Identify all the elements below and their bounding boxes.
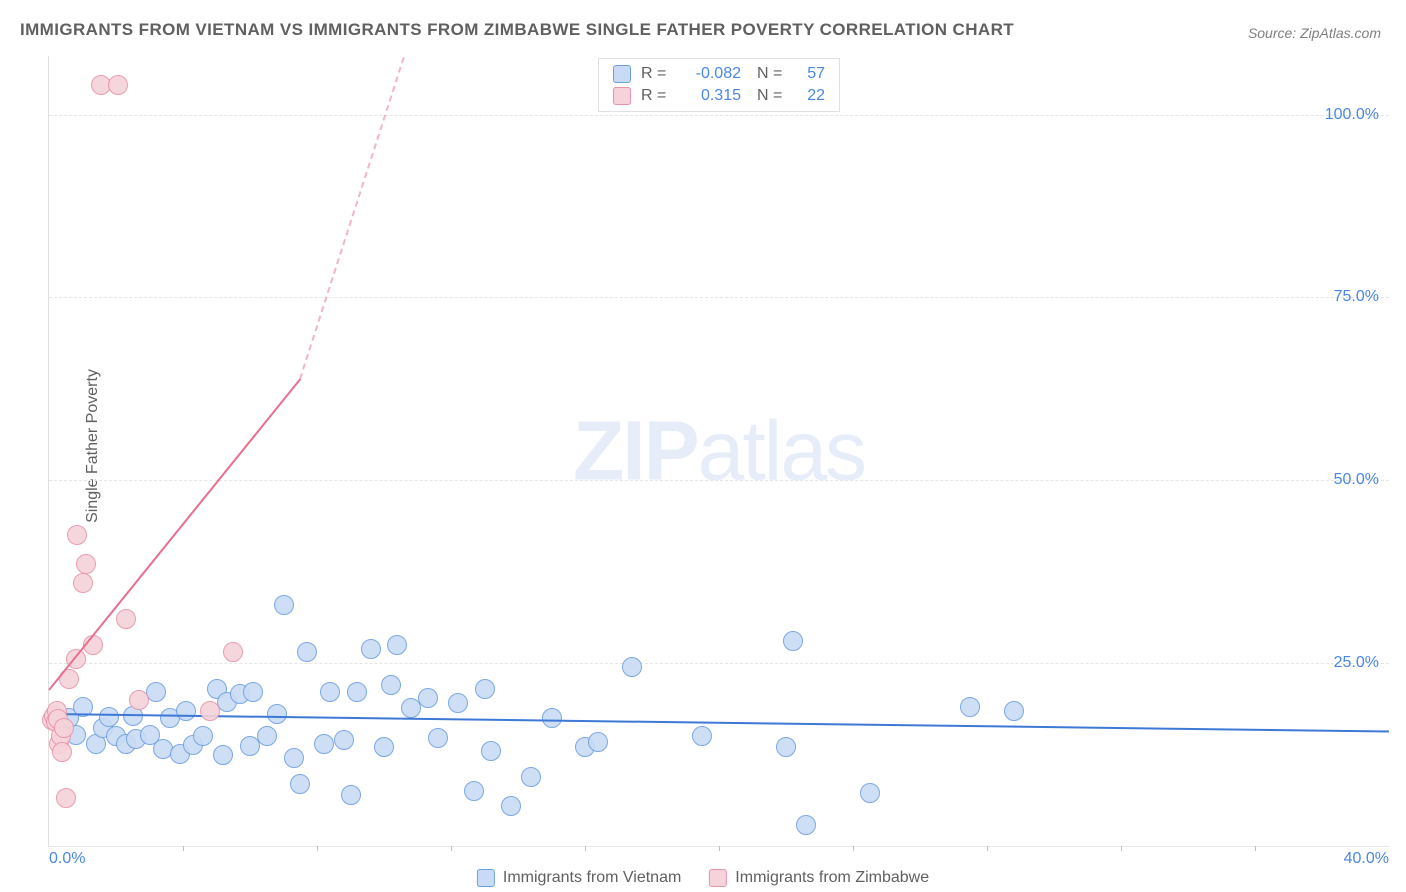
swatch-vietnam-icon [477, 869, 495, 887]
data-point [428, 728, 448, 748]
data-point [257, 726, 277, 746]
swatch-zimbabwe-icon [613, 87, 631, 105]
data-point [274, 595, 294, 615]
data-point [692, 726, 712, 746]
data-point [475, 679, 495, 699]
data-point [176, 701, 196, 721]
data-point [290, 774, 310, 794]
legend-label: Immigrants from Vietnam [503, 869, 681, 887]
x-tick [451, 846, 452, 851]
x-tick [585, 846, 586, 851]
data-point [67, 525, 87, 545]
data-point [54, 718, 74, 738]
x-tick [317, 846, 318, 851]
y-tick-label: 25.0% [1334, 654, 1379, 672]
data-point [284, 748, 304, 768]
data-point [213, 745, 233, 765]
y-tick-label: 50.0% [1334, 471, 1379, 489]
data-point [314, 734, 334, 754]
watermark: ZIPatlas [573, 403, 865, 500]
trend-line [49, 713, 1389, 733]
data-point [622, 657, 642, 677]
data-point [243, 682, 263, 702]
swatch-vietnam-icon [613, 65, 631, 83]
trend-line [299, 57, 405, 379]
x-tick [1121, 846, 1122, 851]
legend-label: Immigrants from Zimbabwe [735, 869, 929, 887]
data-point [223, 642, 243, 662]
data-point [200, 701, 220, 721]
data-point [193, 726, 213, 746]
scatter-plot: ZIPatlas R =-0.082 N =57 R =0.315 N =22 … [48, 56, 1389, 847]
gridline [49, 297, 1389, 298]
x-tick [853, 846, 854, 851]
swatch-zimbabwe-icon [709, 869, 727, 887]
legend-item-zimbabwe: Immigrants from Zimbabwe [709, 869, 929, 887]
source-label: Source: ZipAtlas.com [1248, 25, 1381, 41]
data-point [783, 631, 803, 651]
data-point [76, 554, 96, 574]
data-point [374, 737, 394, 757]
x-tick-label: 40.0% [1344, 850, 1389, 868]
data-point [960, 697, 980, 717]
data-point [341, 785, 361, 805]
data-point [73, 573, 93, 593]
x-tick [987, 846, 988, 851]
data-point [481, 741, 501, 761]
data-point [99, 707, 119, 727]
data-point [297, 642, 317, 662]
legend-row-zimbabwe: R =0.315 N =22 [613, 85, 825, 107]
gridline [49, 480, 1389, 481]
x-tick-label: 0.0% [49, 850, 85, 868]
data-point [1004, 701, 1024, 721]
data-point [320, 682, 340, 702]
legend-row-vietnam: R =-0.082 N =57 [613, 63, 825, 85]
data-point [361, 639, 381, 659]
data-point [347, 682, 367, 702]
data-point [129, 690, 149, 710]
data-point [267, 704, 287, 724]
x-tick [183, 846, 184, 851]
data-point [464, 781, 484, 801]
gridline [49, 663, 1389, 664]
data-point [501, 796, 521, 816]
chart-title: IMMIGRANTS FROM VIETNAM VS IMMIGRANTS FR… [20, 20, 1014, 40]
y-tick-label: 75.0% [1334, 288, 1379, 306]
data-point [796, 815, 816, 835]
data-point [387, 635, 407, 655]
legend-item-vietnam: Immigrants from Vietnam [477, 869, 681, 887]
data-point [116, 609, 136, 629]
data-point [108, 75, 128, 95]
data-point [381, 675, 401, 695]
data-point [521, 767, 541, 787]
data-point [418, 688, 438, 708]
y-tick-label: 100.0% [1325, 106, 1379, 124]
data-point [776, 737, 796, 757]
data-point [448, 693, 468, 713]
x-tick [719, 846, 720, 851]
data-point [334, 730, 354, 750]
correlation-legend: R =-0.082 N =57 R =0.315 N =22 [598, 58, 840, 112]
data-point [588, 732, 608, 752]
data-point [52, 742, 72, 762]
gridline [49, 115, 1389, 116]
data-point [860, 783, 880, 803]
data-point [56, 788, 76, 808]
x-tick [1255, 846, 1256, 851]
data-point [542, 708, 562, 728]
series-legend: Immigrants from Vietnam Immigrants from … [477, 869, 929, 887]
